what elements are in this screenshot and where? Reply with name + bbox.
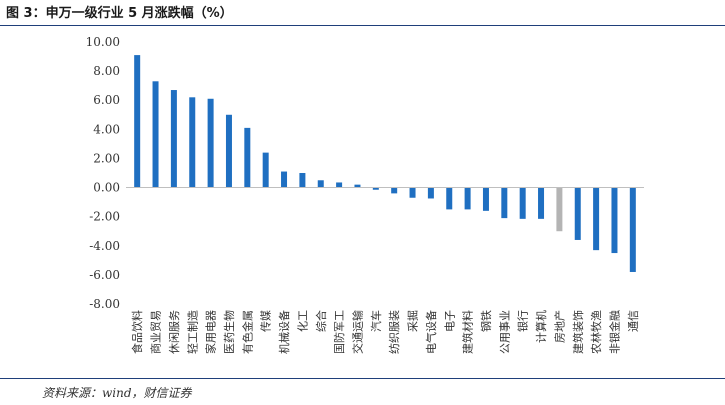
bar <box>354 184 361 188</box>
y-tick-label: -4.00 <box>89 239 120 253</box>
y-tick-label: -2.00 <box>89 210 120 224</box>
bar <box>409 187 416 198</box>
category-label: 房地产 <box>552 310 566 343</box>
bar <box>446 187 453 210</box>
figure-title: 图 3：申万一级行业 5 月涨跌幅（%） <box>6 6 233 21</box>
bar <box>611 187 618 254</box>
category-label: 公用事业 <box>498 310 511 354</box>
bar <box>152 81 159 188</box>
bar <box>501 187 508 219</box>
category-label: 非银金融 <box>607 310 621 354</box>
category-label: 通信 <box>627 310 640 332</box>
category-label: 机械设备 <box>277 310 291 354</box>
bar <box>189 97 196 188</box>
y-tick-label: -6.00 <box>89 268 120 282</box>
category-label: 食品饮料 <box>130 310 144 354</box>
bar <box>519 187 526 219</box>
category-label: 钢铁 <box>480 310 493 332</box>
category-label: 传媒 <box>260 310 273 332</box>
category-label: 综合 <box>314 310 328 332</box>
y-tick-label: 10.00 <box>86 35 120 49</box>
bar <box>134 55 141 188</box>
y-tick-label: 2.00 <box>93 151 120 165</box>
category-label: 采掘 <box>406 310 420 332</box>
category-label: 计算机 <box>534 310 548 343</box>
bar <box>427 187 434 199</box>
bar <box>336 182 343 188</box>
bar <box>170 90 177 188</box>
category-label: 轻工制造 <box>185 310 199 354</box>
bar <box>482 187 489 211</box>
bar <box>464 187 471 210</box>
category-label: 纺织服装 <box>387 310 401 354</box>
category-label: 家用电器 <box>204 310 218 354</box>
category-label: 银行 <box>516 310 530 332</box>
y-axis: 10.00 8.00 6.00 4.00 2.00 0.00 -2.00 -4.00 -6.00… <box>86 35 120 311</box>
category-label: 有色金属 <box>240 310 254 354</box>
bar <box>262 152 269 188</box>
y-tick-label: 8.00 <box>93 64 120 78</box>
category-label: 电子 <box>443 310 456 332</box>
bar <box>207 98 214 188</box>
bar <box>317 180 324 188</box>
category-label: 建筑材料 <box>461 310 475 354</box>
bar <box>372 187 379 190</box>
bar <box>225 114 232 188</box>
category-labels: 食品饮料 商业贸易 休闲服务 轻工制造 家用电器 医药生物 有色金属 传媒 机械设备 化工 综合 国防… <box>130 310 640 354</box>
category-label: 休闲服务 <box>167 310 181 354</box>
bar <box>593 187 600 251</box>
category-label: 化工 <box>295 310 309 332</box>
bar <box>299 173 306 188</box>
bar <box>538 187 545 219</box>
top-rule <box>0 25 725 26</box>
y-tick-label: 0.00 <box>93 181 120 195</box>
bottom-rule <box>0 378 725 379</box>
category-label: 电气设备 <box>424 310 438 354</box>
category-label: 交通运输 <box>350 310 364 354</box>
category-label: 国防军工 <box>332 310 346 354</box>
y-tick-label: 6.00 <box>93 93 120 107</box>
source-note: 资料来源：wind，财信证券 <box>42 386 192 400</box>
y-tick-label: -8.00 <box>89 297 120 311</box>
bar-chart: 10.00 8.00 6.00 4.00 2.00 0.00 -2.00 -4.00 -6.00… <box>86 35 644 354</box>
category-label: 汽车 <box>369 310 383 332</box>
category-label: 建筑装饰 <box>571 310 585 354</box>
category-label: 医药生物 <box>222 310 236 354</box>
category-label: 商业贸易 <box>149 310 163 354</box>
y-tick-label: 4.00 <box>93 122 120 136</box>
bar <box>574 187 581 240</box>
bar-series <box>134 55 636 272</box>
bar <box>556 187 563 232</box>
bar <box>391 187 398 194</box>
bar <box>629 187 636 272</box>
bar <box>281 171 288 188</box>
bar <box>244 127 251 188</box>
category-label: 农林牧渔 <box>589 310 603 354</box>
